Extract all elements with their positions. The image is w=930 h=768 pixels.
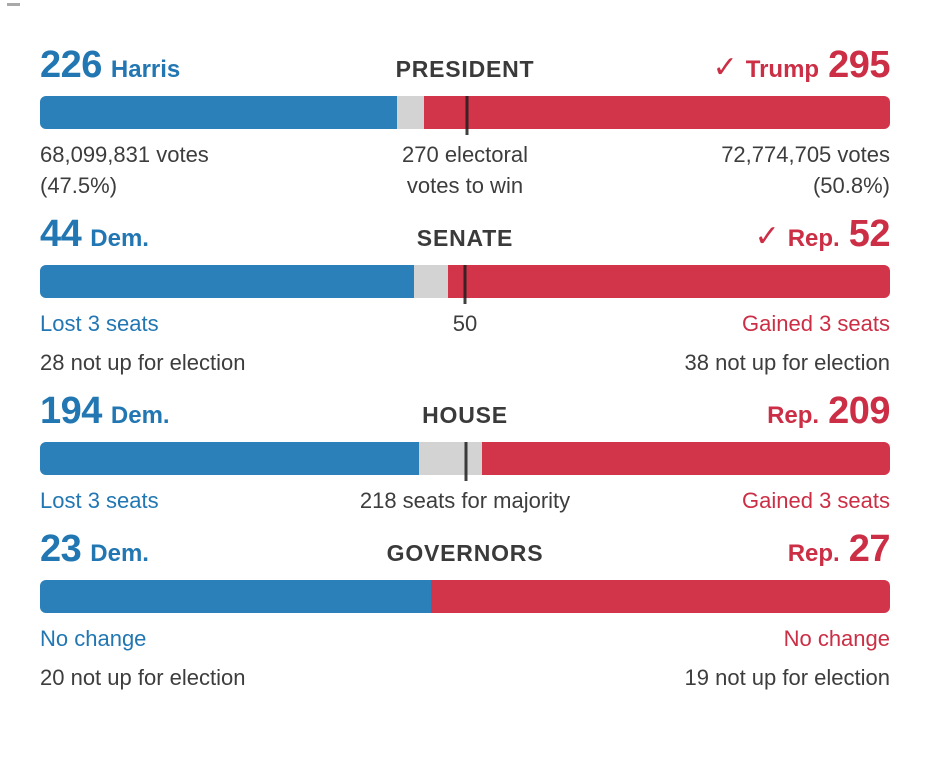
race-section-house: 194 Dem. HOUSE Rep. 209 Lost 3 seats 218 s… [40, 390, 890, 516]
race-section-president: 226 Harris PRESIDENT ✓ Trump 295 68,099,831… [40, 44, 890, 201]
dem-result: 44 Dem. [40, 213, 149, 256]
threshold-tick [465, 96, 469, 135]
threshold-tick [463, 265, 467, 304]
rep-seat-count: 209 [828, 390, 890, 432]
rep-candidate-label: Trump [745, 56, 820, 83]
race-header: 44 Dem. SENATE ✓ Rep. 52 [40, 213, 891, 257]
race-title: SENATE [416, 225, 514, 251]
rep-seat-count: 27 [848, 528, 891, 570]
rep-seat-count: 52 [848, 213, 891, 255]
dem-bar-segment [40, 265, 414, 298]
race-substats: 20 not up for election 19 not up for ele… [40, 662, 890, 693]
undecided-bar-segment [414, 265, 448, 298]
rep-result: ✓ Trump 295 [712, 44, 891, 87]
dem-change-note: Lost 3 seats [40, 488, 159, 513]
rep-change-note: Gained 3 seats [742, 311, 890, 336]
rep-not-up-note: 38 not up for election [684, 350, 890, 375]
rep-result: ✓ Rep. 52 [754, 213, 891, 256]
dem-bar-segment [40, 96, 398, 129]
race-header: 194 Dem. HOUSE Rep. 209 [40, 390, 890, 434]
dem-seat-count: 23 [40, 528, 82, 570]
race-header: 23 Dem. GOVERNORS Rep. 27 [40, 528, 891, 572]
threshold-note: 218 seats for majority [359, 488, 571, 513]
rep-vote-total: 72,774,705 votes [721, 142, 890, 167]
dem-vote-total: 68,099,831 votes [40, 142, 209, 167]
undecided-bar-segment [397, 96, 424, 129]
dem-result: 226 Harris [40, 44, 180, 87]
dem-vote-stats: 68,099,831 votes (47.5%) [40, 139, 209, 201]
rep-party-label: Rep. [787, 225, 840, 252]
dem-party-label: Dem. [90, 225, 149, 252]
race-stats: Lost 3 seats 50 Gained 3 seats [40, 308, 890, 339]
dem-bar-segment [40, 580, 431, 613]
balance-of-power-infographic: 226 Harris PRESIDENT ✓ Trump 295 68,099,831… [40, 44, 891, 693]
dem-change-note: No change [40, 626, 147, 651]
rep-party-label: Rep. [767, 402, 820, 429]
rep-vote-stats: 72,774,705 votes (50.8%) [721, 139, 890, 201]
rep-vote-percent: (50.8%) [812, 173, 890, 198]
race-section-governors: 23 Dem. GOVERNORS Rep. 27 No change No cha… [40, 528, 891, 693]
winner-check-icon: ✓ [754, 220, 780, 253]
rep-not-up-note: 19 not up for election [684, 665, 890, 690]
rep-bar-segment [481, 442, 890, 475]
dem-not-up-note: 28 not up for election [40, 350, 246, 375]
race-header: 226 Harris PRESIDENT ✓ Trump 295 [40, 44, 890, 88]
race-substats: 28 not up for election 38 not up for ele… [40, 347, 890, 378]
threshold-note: 50 [452, 311, 478, 336]
rep-bar-segment [423, 96, 890, 129]
dem-change-note: Lost 3 seats [40, 311, 159, 336]
winner-check-icon: ✓ [712, 51, 738, 84]
rep-electoral-count: 295 [828, 44, 890, 86]
threshold-tick [464, 442, 468, 481]
rep-bar-segment [448, 265, 890, 298]
threshold-note: 270 electoral votes to win [402, 139, 528, 201]
dem-electoral-count: 226 [40, 44, 102, 86]
dem-not-up-note: 20 not up for election [40, 665, 246, 690]
dem-result: 194 Dem. [40, 390, 170, 433]
race-title: HOUSE [422, 402, 508, 428]
balance-bar [40, 580, 890, 613]
balance-bar [40, 265, 890, 304]
dem-vote-percent: (47.5%) [40, 173, 118, 198]
dem-seat-count: 194 [40, 390, 102, 432]
dem-candidate-label: Harris [110, 56, 181, 83]
race-title: GOVERNORS [386, 540, 544, 566]
dem-party-label: Dem. [90, 540, 149, 567]
dem-seat-count: 44 [40, 213, 82, 255]
corner-dash [7, 3, 20, 6]
rep-change-note: Gained 3 seats [742, 488, 890, 513]
race-title: PRESIDENT [395, 56, 535, 82]
dem-bar-segment [40, 442, 420, 475]
race-stats: Lost 3 seats 218 seats for majority Gain… [40, 485, 890, 516]
race-stats: No change No change [40, 623, 890, 654]
rep-bar-segment [431, 580, 890, 613]
balance-bar [40, 96, 890, 135]
balance-bar [40, 442, 890, 481]
dem-result: 23 Dem. [40, 528, 149, 571]
rep-party-label: Rep. [787, 540, 840, 567]
threshold-note-line2: votes to win [406, 173, 524, 198]
dem-party-label: Dem. [110, 402, 170, 429]
rep-change-note: No change [783, 626, 890, 651]
race-section-senate: 44 Dem. SENATE ✓ Rep. 52 Lost 3 seats 50 Ga… [40, 213, 891, 378]
rep-result: Rep. 209 [767, 390, 890, 433]
rep-result: Rep. 27 [787, 528, 891, 571]
undecided-bar-segment [419, 442, 482, 475]
race-stats: 68,099,831 votes (47.5%) 270 electoral v… [40, 139, 890, 201]
threshold-note-line1: 270 electoral [402, 142, 528, 167]
